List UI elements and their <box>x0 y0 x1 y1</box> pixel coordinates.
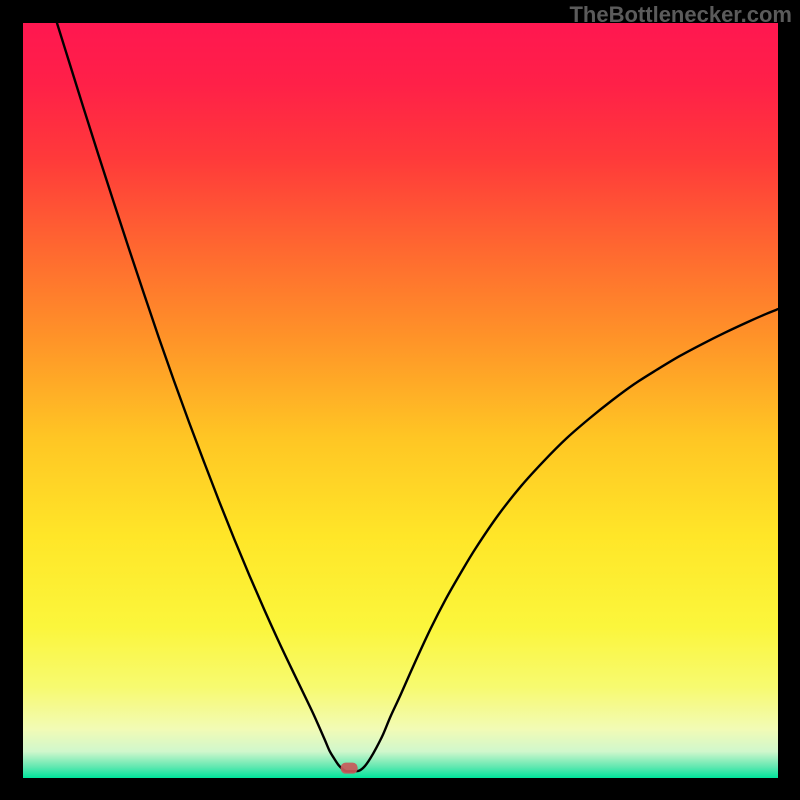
optimum-marker <box>341 763 358 774</box>
plot-svg <box>23 23 778 778</box>
gradient-background <box>23 23 778 778</box>
plot-area <box>23 23 778 778</box>
watermark-text: TheBottlenecker.com <box>569 2 792 28</box>
chart-canvas: TheBottlenecker.com <box>0 0 800 800</box>
